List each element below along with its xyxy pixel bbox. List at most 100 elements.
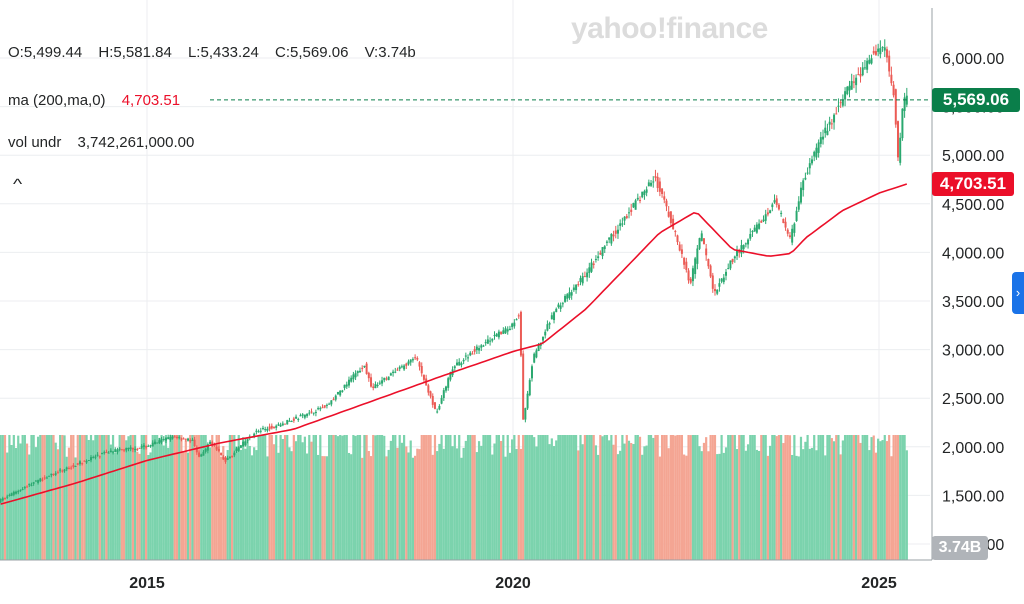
- candle: [209, 441, 212, 444]
- volume-bar: [802, 449, 805, 560]
- volume-bar: [757, 450, 761, 560]
- candle: [297, 418, 300, 420]
- ma-label[interactable]: ma (200,ma,0): [8, 92, 106, 109]
- candle: [720, 278, 723, 282]
- candle: [542, 336, 545, 341]
- volume-bar: [228, 435, 232, 560]
- volume-bar: [502, 435, 505, 560]
- volume-bar: [453, 435, 456, 560]
- candle: [101, 453, 104, 455]
- candle: [819, 137, 822, 144]
- volume-bar: [848, 435, 851, 560]
- volume-bar: [237, 435, 240, 560]
- candle: [61, 470, 64, 472]
- candle: [19, 490, 22, 492]
- candle: [420, 366, 423, 374]
- candle: [12, 491, 15, 495]
- volume-bar: [444, 435, 448, 560]
- candle: [773, 200, 776, 203]
- candle: [636, 197, 639, 200]
- candle: [612, 234, 615, 237]
- candle: [74, 465, 77, 467]
- volume-bar: [116, 452, 119, 560]
- volume-bar: [625, 435, 628, 560]
- volume-bar: [25, 443, 29, 560]
- collapse-legend-icon[interactable]: ^: [12, 176, 23, 193]
- volume-bar: [378, 435, 381, 560]
- candle: [182, 438, 185, 440]
- candle: [17, 491, 20, 493]
- volume-bar: [283, 435, 287, 560]
- candle: [431, 395, 434, 405]
- candle: [747, 239, 750, 245]
- candle: [56, 472, 59, 474]
- volume-bar: [605, 435, 609, 560]
- volume-bar: [264, 435, 267, 560]
- volume-bar: [782, 443, 785, 560]
- volume-bar: [376, 435, 379, 560]
- yahoo-finance-logo: yahoo!finance: [571, 12, 768, 45]
- volume-bar: [301, 442, 304, 560]
- candle: [341, 390, 344, 392]
- volume-bar: [204, 435, 207, 560]
- candle: [299, 415, 302, 417]
- volume-bar: [905, 450, 908, 560]
- volume-bar: [70, 435, 73, 560]
- candle: [815, 147, 818, 158]
- volume-bar: [178, 435, 181, 560]
- volume-bar: [586, 435, 589, 560]
- volume-bar: [614, 435, 617, 560]
- candle: [136, 449, 139, 451]
- volume-bar: [294, 441, 298, 560]
- volume-bar: [740, 435, 743, 560]
- volume-bar: [788, 435, 792, 560]
- volume-bar: [277, 452, 280, 560]
- candle: [37, 480, 40, 483]
- candle: [330, 400, 333, 405]
- vol-label[interactable]: vol undr: [8, 134, 62, 151]
- candle: [753, 227, 756, 232]
- volume-bar: [806, 435, 809, 560]
- candle: [495, 333, 498, 337]
- volume-bar: [896, 435, 900, 560]
- candle: [577, 284, 580, 286]
- candle: [647, 182, 650, 187]
- candle: [81, 463, 84, 465]
- volume-bar: [127, 436, 130, 560]
- candle: [718, 283, 721, 287]
- volume-bar: [389, 440, 392, 560]
- volume-bar: [469, 435, 472, 560]
- volume-bar: [599, 435, 602, 560]
- volume-bar: [852, 435, 855, 560]
- candle: [506, 329, 509, 332]
- volume-bar: [753, 435, 756, 560]
- ma-legend[interactable]: ma (200,ma,0) 4,703.51: [8, 92, 192, 109]
- candle: [830, 123, 833, 125]
- volume-bar: [145, 435, 148, 560]
- volume-bar: [28, 454, 31, 560]
- candle: [153, 441, 156, 445]
- volume-bar: [206, 444, 209, 560]
- chevron-right-icon[interactable]: ›: [1012, 272, 1024, 314]
- volume-bar: [513, 435, 516, 560]
- y-tick-label: 6,000.00: [942, 51, 1004, 68]
- volume-bar: [339, 435, 342, 560]
- candle: [744, 243, 747, 245]
- volume-bar: [440, 435, 443, 560]
- volume-bar: [10, 444, 13, 560]
- volume-bar: [859, 442, 862, 560]
- volume-bar: [687, 435, 690, 560]
- candle: [39, 478, 42, 482]
- candle: [444, 386, 447, 391]
- volume-bar: [632, 444, 635, 560]
- vol-legend[interactable]: vol undr 3,742,261,000.00: [8, 134, 206, 151]
- volume-bar: [356, 435, 359, 560]
- candle: [901, 108, 904, 139]
- volume-bar: [394, 435, 397, 560]
- candle: [202, 451, 205, 456]
- candle: [758, 223, 761, 229]
- candle: [370, 377, 373, 387]
- volume-bar: [500, 440, 503, 560]
